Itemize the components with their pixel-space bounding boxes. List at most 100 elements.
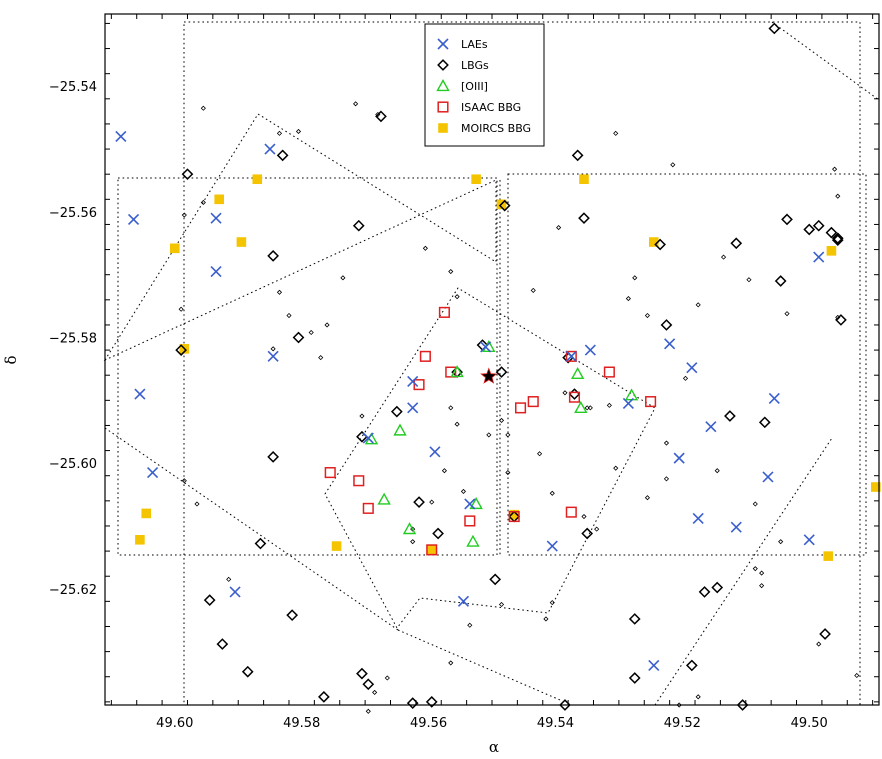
central-star-marker xyxy=(480,367,498,384)
laes-point xyxy=(429,446,441,458)
laes-point xyxy=(464,498,476,510)
faint-source-point xyxy=(594,526,600,532)
x-tick-label: 49.52 xyxy=(664,716,701,731)
lbgs-point xyxy=(724,410,736,422)
faint-source-point xyxy=(587,405,593,411)
isaac-bbg-point xyxy=(426,544,438,556)
x-tick-label: 49.50 xyxy=(791,716,828,731)
lbgs-point xyxy=(812,219,825,232)
faint-sources xyxy=(178,101,860,714)
faint-source-point xyxy=(759,583,765,589)
lbgs-point xyxy=(581,527,594,540)
lbgs-point xyxy=(654,238,666,251)
lbgs-point xyxy=(758,416,771,429)
legend-marker xyxy=(437,59,449,71)
moircs-bbg-point xyxy=(252,174,263,185)
faint-source-point xyxy=(318,355,324,361)
laes-point xyxy=(407,375,419,388)
faint-source-point xyxy=(486,432,492,438)
oiii-point xyxy=(570,367,585,380)
faint-source-point xyxy=(644,312,651,319)
laes-point xyxy=(565,350,577,362)
faint-source-point xyxy=(632,275,638,281)
faint-source-point xyxy=(454,421,460,427)
faint-source-point xyxy=(372,689,378,696)
laes-point xyxy=(664,338,676,350)
isaac-bbg-point xyxy=(568,391,581,403)
moircs-bbg-point xyxy=(214,194,224,205)
laes-point xyxy=(686,362,698,374)
moircs-bbg-point xyxy=(331,541,342,551)
faint-source-point xyxy=(276,130,283,136)
x-axis-label: α xyxy=(489,738,499,756)
laes-point xyxy=(648,659,660,671)
lbgs-point xyxy=(835,314,847,326)
lbgs-point xyxy=(267,249,279,262)
faint-source-point xyxy=(340,275,346,281)
faint-source-point xyxy=(178,306,184,312)
legend-marker xyxy=(437,38,449,50)
isaac-bbg-point xyxy=(438,306,450,318)
oiii-point xyxy=(402,522,417,535)
faint-source-point xyxy=(682,375,689,381)
lbgs-point xyxy=(413,496,425,508)
faint-source-point xyxy=(200,105,206,111)
faint-source-point xyxy=(467,622,473,628)
laes-point xyxy=(673,452,685,464)
lbgs-point xyxy=(267,451,279,463)
laes-point xyxy=(705,421,717,433)
lbgs-point xyxy=(660,319,673,331)
faint-source-point xyxy=(714,468,720,474)
isaac-bbg-point xyxy=(419,350,431,362)
faint-source-point xyxy=(625,296,631,302)
lbgs-point xyxy=(390,405,403,418)
faint-source-point xyxy=(410,526,416,532)
faint-source-point xyxy=(448,405,454,411)
laes-point xyxy=(362,432,374,444)
lbgs-point xyxy=(241,665,254,678)
faint-source-point xyxy=(359,413,365,419)
moircs-bbg-point xyxy=(648,237,659,247)
faint-source-point xyxy=(286,312,292,319)
lbgs-point xyxy=(781,213,793,226)
faint-source-point xyxy=(581,513,587,520)
data-marks xyxy=(115,22,881,711)
moircs-bbg-point xyxy=(471,174,481,185)
laes-point xyxy=(584,344,596,356)
footprint-4 xyxy=(324,287,656,629)
moircs-bbg-point xyxy=(826,246,837,256)
lbgs-point xyxy=(254,537,267,550)
faint-source-point xyxy=(429,499,435,505)
lbgs-point xyxy=(292,331,305,344)
faint-source-point xyxy=(448,660,454,666)
laes-point xyxy=(546,540,558,552)
faint-source-point xyxy=(676,702,682,708)
moircs-bbg-point xyxy=(169,243,180,254)
faint-source-point xyxy=(695,302,701,308)
lbgs-point xyxy=(819,628,831,640)
faint-source-point xyxy=(663,440,670,446)
faint-source-point xyxy=(308,329,314,336)
faint-source-point xyxy=(505,432,511,438)
legend-label: ISAAC BBG xyxy=(461,101,521,114)
legend-marker xyxy=(436,79,450,92)
faint-source-point xyxy=(663,476,670,482)
faint-source-point xyxy=(835,193,841,199)
faint-source-point xyxy=(670,162,676,168)
footprint-1 xyxy=(117,177,498,556)
lbgs-point xyxy=(216,638,229,650)
laes-point xyxy=(267,350,279,362)
moircs-bbg-point xyxy=(871,482,881,492)
faint-source-point xyxy=(752,501,758,507)
lbgs-point xyxy=(768,22,781,35)
faint-source-point xyxy=(276,289,283,295)
field-footprints xyxy=(103,21,880,706)
faint-source-point xyxy=(549,600,555,606)
faint-source-point xyxy=(460,488,467,494)
faint-source-point xyxy=(784,311,790,317)
moircs-bbg-point xyxy=(426,545,437,555)
faint-source-point xyxy=(720,254,727,260)
legend-marker xyxy=(437,101,449,113)
faint-source-point xyxy=(295,128,302,135)
